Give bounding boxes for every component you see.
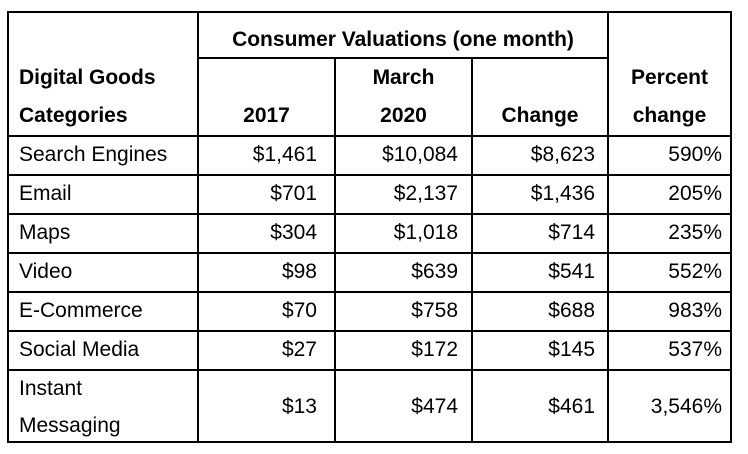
header-percent-line2: change bbox=[632, 104, 707, 127]
row-4-2020: $639 bbox=[411, 260, 458, 283]
row-2-category: Email bbox=[19, 182, 72, 205]
header-march-line2: 2020 bbox=[380, 104, 427, 127]
row-7-2020: $474 bbox=[411, 395, 458, 418]
row-2-2017: $701 bbox=[270, 182, 317, 205]
col-rule-1 bbox=[197, 11, 199, 443]
row-1-category: Search Engines bbox=[19, 143, 168, 166]
row-2-percent: 205% bbox=[668, 182, 722, 205]
row-3-change: $714 bbox=[548, 221, 595, 244]
row-1-2020: $10,084 bbox=[382, 143, 458, 166]
row-6-2020: $172 bbox=[411, 338, 458, 361]
row-5-2017: $70 bbox=[281, 299, 317, 322]
row-3-category: Maps bbox=[19, 221, 71, 244]
row-4-category: Video bbox=[19, 260, 73, 283]
row-rule-3 bbox=[7, 252, 732, 254]
row-5-percent: 983% bbox=[668, 299, 722, 322]
header-bottom-rule bbox=[7, 135, 732, 137]
col-rule-4 bbox=[607, 11, 609, 443]
row-1-2017: $1,461 bbox=[252, 143, 317, 166]
row-4-change: $541 bbox=[548, 260, 595, 283]
row-5-2020: $758 bbox=[411, 299, 458, 322]
row-2-2020: $2,137 bbox=[393, 182, 458, 205]
table-border-top bbox=[7, 11, 732, 13]
header-category-line2: Categories bbox=[19, 104, 128, 127]
table-border-left bbox=[7, 11, 9, 443]
header-percent-line1: Percent bbox=[630, 66, 709, 89]
group-header-rule bbox=[197, 57, 609, 59]
header-change: Change bbox=[501, 104, 579, 127]
row-4-2017: $98 bbox=[281, 260, 317, 283]
row-rule-6 bbox=[7, 369, 732, 371]
valuations-table: Consumer Valuations (one month) Digital … bbox=[7, 11, 732, 443]
row-rule-2 bbox=[7, 213, 732, 215]
table-border-bottom bbox=[7, 441, 732, 443]
row-6-percent: 537% bbox=[668, 338, 722, 361]
row-1-change: $8,623 bbox=[530, 143, 595, 166]
row-7-2017: $13 bbox=[281, 395, 317, 418]
row-6-2017: $27 bbox=[281, 338, 317, 361]
row-7-category-line2: Messaging bbox=[19, 414, 121, 437]
row-5-category: E-Commerce bbox=[19, 299, 143, 322]
group-header: Consumer Valuations (one month) bbox=[232, 28, 574, 51]
row-7-category-line1: Instant bbox=[19, 377, 83, 400]
header-category-line1: Digital Goods bbox=[19, 66, 156, 89]
row-2-change: $1,436 bbox=[530, 182, 595, 205]
header-2017: 2017 bbox=[243, 104, 290, 127]
row-6-change: $145 bbox=[548, 338, 595, 361]
row-rule-5 bbox=[7, 330, 732, 332]
row-6-category: Social Media bbox=[19, 338, 140, 361]
row-7-change: $461 bbox=[548, 395, 595, 418]
header-march-line1: March bbox=[372, 66, 435, 89]
row-rule-4 bbox=[7, 291, 732, 293]
row-4-percent: 552% bbox=[668, 260, 722, 283]
row-5-change: $688 bbox=[548, 299, 595, 322]
row-7-percent: 3,546% bbox=[650, 395, 722, 418]
table-border-right bbox=[730, 11, 732, 443]
row-3-2020: $1,018 bbox=[393, 221, 458, 244]
row-rule-1 bbox=[7, 174, 732, 176]
row-3-2017: $304 bbox=[270, 221, 317, 244]
col-rule-3 bbox=[471, 57, 473, 443]
row-1-percent: 590% bbox=[668, 143, 722, 166]
col-rule-2 bbox=[334, 57, 336, 443]
row-3-percent: 235% bbox=[668, 221, 722, 244]
